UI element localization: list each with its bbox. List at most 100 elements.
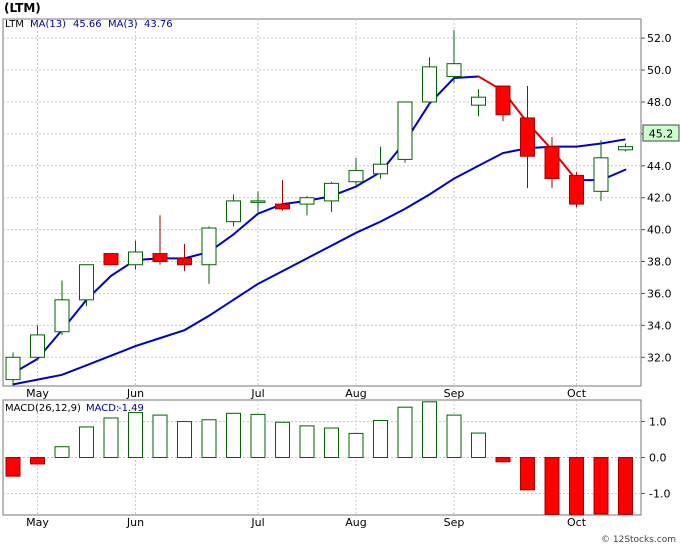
last-price-tag xyxy=(642,124,680,142)
candle-body xyxy=(5,356,21,381)
last-price-label: 45.2 xyxy=(649,128,674,141)
macd-legend-label: MACD(26,12,9) xyxy=(5,403,81,414)
candle-body xyxy=(152,253,168,263)
candle xyxy=(544,137,560,189)
candle-body xyxy=(128,251,143,266)
candle-body xyxy=(397,101,413,160)
macd-bar xyxy=(299,425,315,458)
candle-body xyxy=(324,182,339,202)
macd-bar xyxy=(544,457,560,515)
macd-bar xyxy=(152,414,168,458)
price-x-tick-label: Sep xyxy=(444,387,465,400)
macd-bar xyxy=(250,413,266,458)
price-x-axis: May Jun Jul Aug Sep Oct xyxy=(26,387,587,400)
candle-body xyxy=(495,85,511,116)
macd-bars xyxy=(5,401,633,516)
candle-body xyxy=(422,66,437,103)
candle xyxy=(520,86,535,189)
candle-body xyxy=(618,146,633,151)
candle xyxy=(593,140,609,201)
candle-body xyxy=(299,197,315,205)
macd-bar xyxy=(422,401,437,458)
price-x-tick-label: Aug xyxy=(345,387,366,400)
legend-ticker: LTM xyxy=(5,19,24,30)
chart-title: (LTM) xyxy=(4,1,41,15)
candle xyxy=(299,196,315,216)
macd-legend-value: -1.49 xyxy=(118,403,144,414)
candle-body xyxy=(348,170,364,183)
candle xyxy=(569,172,584,208)
candle-body xyxy=(54,299,70,333)
macd-bar xyxy=(373,419,388,458)
candle xyxy=(30,325,45,361)
candle-body xyxy=(593,157,609,192)
candle-body xyxy=(79,264,94,301)
price-y-tick-label: 44.0 xyxy=(647,160,672,173)
legend-ma3-value: 43.76 xyxy=(144,19,173,30)
candle xyxy=(201,226,217,284)
candle-body xyxy=(520,117,535,157)
candle xyxy=(471,89,486,117)
macd-x-tick-label: Sep xyxy=(444,516,465,529)
candle-body xyxy=(471,96,486,106)
candles xyxy=(5,30,633,386)
price-y-tick-label: 52.0 xyxy=(647,32,672,45)
price-x-tick-label: Jul xyxy=(250,387,264,400)
macd-bar xyxy=(495,457,511,463)
candle-body xyxy=(103,253,119,266)
macd-bar xyxy=(275,421,290,458)
price-y-tick-label: 32.0 xyxy=(647,351,672,364)
price-x-tick-label: May xyxy=(26,387,49,400)
candle xyxy=(54,280,70,335)
macd-x-tick-label: May xyxy=(26,516,49,529)
macd-bar xyxy=(348,432,364,458)
candle-body xyxy=(250,200,266,203)
candle xyxy=(275,180,290,211)
price-grid xyxy=(3,19,641,386)
candle-body xyxy=(446,63,462,77)
macd-x-tick-label: Jul xyxy=(250,516,264,529)
candle xyxy=(618,143,633,152)
candle xyxy=(152,215,168,265)
candle-body xyxy=(177,257,192,266)
legend-ma13-label: MA(13) xyxy=(30,19,66,30)
macd-x-tick-label: Jun xyxy=(126,516,144,529)
candle xyxy=(250,191,266,214)
candle xyxy=(397,101,413,163)
watermark: © 12Stocks.com xyxy=(601,535,676,545)
macd-bar xyxy=(618,457,633,515)
macd-y-tick-label: 1.0 xyxy=(649,416,667,429)
candle-body xyxy=(569,174,584,205)
macd-bar xyxy=(471,432,486,458)
candle xyxy=(5,352,21,386)
macd-bar xyxy=(593,457,609,515)
macd-bar xyxy=(446,414,462,458)
candle-body xyxy=(226,200,241,223)
price-y-tick-label: 36.0 xyxy=(647,287,672,300)
candle xyxy=(79,264,94,307)
candle-body xyxy=(544,146,560,180)
macd-x-tick-label: Aug xyxy=(345,516,366,529)
macd-y-tick-label: -1.0 xyxy=(649,487,670,500)
macd-bar xyxy=(397,406,413,458)
candle-body xyxy=(30,334,45,358)
macd-bar xyxy=(5,457,21,477)
price-y-axis: 32.034.036.038.040.042.044.046.048.050.0… xyxy=(641,32,672,364)
candle xyxy=(177,243,192,272)
legend-ma13-value: 45.66 xyxy=(73,19,102,30)
candle xyxy=(226,194,241,227)
legend-ma3-label: MA(3) xyxy=(108,19,138,30)
macd-bar xyxy=(520,457,535,491)
price-y-tick-label: 50.0 xyxy=(647,64,672,77)
candle xyxy=(128,240,143,270)
macd-bar xyxy=(103,417,119,458)
macd-x-tick-label: Oct xyxy=(567,516,587,529)
macd-y-axis: 1.0 0.0 -1.0 xyxy=(641,416,670,500)
price-x-tick-label: Oct xyxy=(567,387,587,400)
price-y-tick-label: 40.0 xyxy=(647,224,672,237)
candle xyxy=(324,181,339,213)
macd-bar xyxy=(79,426,94,458)
candle xyxy=(373,146,388,179)
macd-bar xyxy=(177,421,192,458)
